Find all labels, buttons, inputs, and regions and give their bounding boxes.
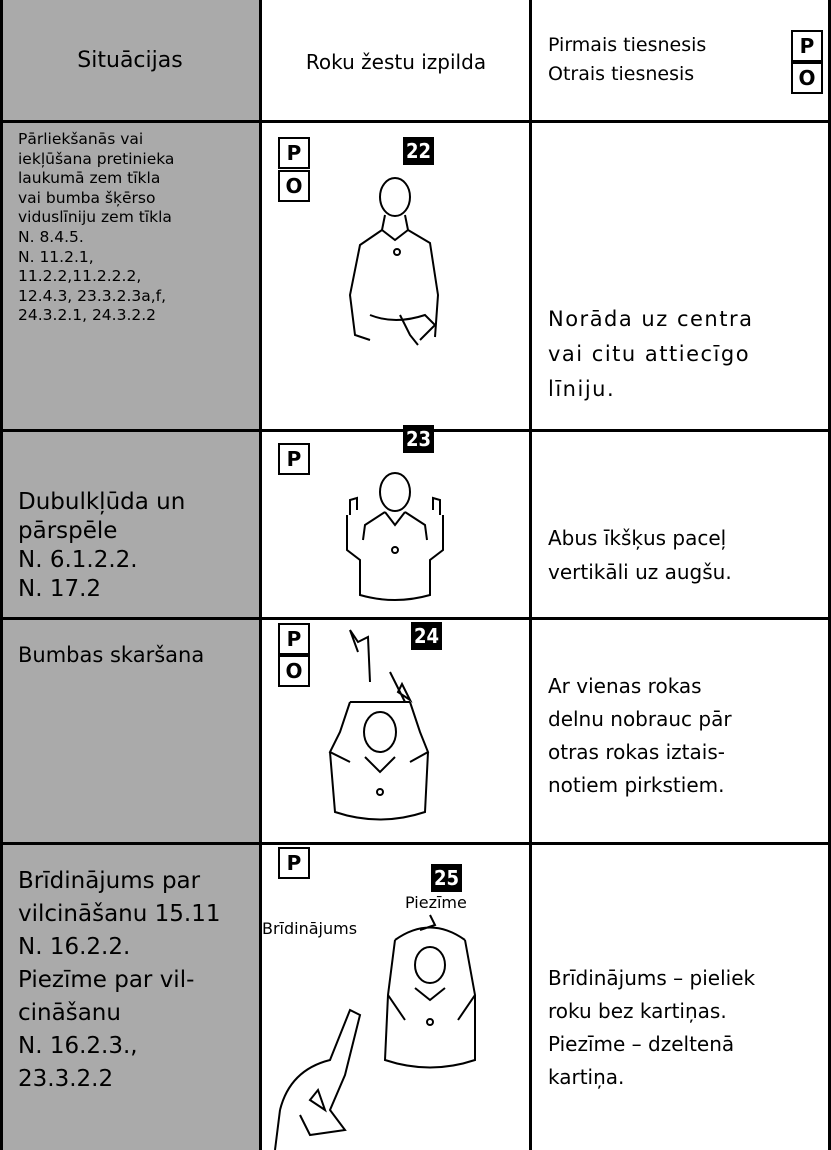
situation-column-bg bbox=[0, 0, 260, 1150]
referee-badge: O bbox=[791, 62, 823, 94]
text-line: N. 16.2.3., bbox=[18, 1033, 138, 1059]
row-rule bbox=[0, 842, 831, 845]
referee-badge: P bbox=[278, 443, 310, 475]
description-text: Norāda uz centra vai citu attiecīgo līniju… bbox=[548, 302, 806, 407]
column-rule bbox=[828, 0, 831, 1150]
gesture-number: 25 bbox=[431, 864, 463, 892]
referee-label: Pirmais tiesnesis bbox=[548, 34, 707, 56]
gesture-illustration bbox=[346, 472, 444, 601]
referee-badge: P bbox=[278, 847, 310, 879]
row-rule bbox=[0, 120, 831, 123]
text-line: 12.4.3, 23.3.2.3a,f, bbox=[18, 286, 167, 305]
text-line: Bumbas skaršana bbox=[18, 643, 205, 667]
text-line: Brīdinājums par bbox=[18, 868, 201, 894]
figure-label: Piezīme bbox=[405, 893, 467, 912]
referee-badge: P bbox=[278, 623, 310, 655]
text-line: N. 8.4.5. bbox=[18, 227, 84, 246]
text-line: viduslīniju zem tīkla bbox=[18, 208, 172, 227]
text-line: N. 6.1.2.2. bbox=[18, 547, 138, 573]
situation-text: Brīdinājums par vilcināšanu 15.11 N. 16.2.… bbox=[18, 865, 221, 1096]
gesture-number: 24 bbox=[411, 622, 443, 650]
text-line: pārspēle bbox=[18, 518, 118, 544]
text-line: vai bumba šķērso bbox=[18, 188, 156, 207]
text-line: Norāda uz centra bbox=[548, 307, 754, 331]
text-line: laukumā zem tīkla bbox=[18, 169, 161, 188]
referee-badge: P bbox=[791, 30, 823, 62]
situation-text: Bumbas skaršana bbox=[18, 640, 204, 670]
text-line: vertikāli uz augšu. bbox=[548, 560, 732, 584]
text-line: Dubulkļūda un bbox=[18, 489, 186, 515]
text-line: Ar vienas rokas bbox=[548, 674, 702, 698]
description-text: Brīdinājums – pieliek roku bez kartiņas. P… bbox=[548, 962, 755, 1094]
text-line: 11.2.2,11.2.2.2, bbox=[18, 267, 142, 286]
text-line: Pārliekšanās vai bbox=[18, 130, 144, 148]
column-rule bbox=[529, 0, 532, 1150]
gesture-illustration bbox=[348, 177, 440, 346]
figure-label: Brīdinājums bbox=[262, 919, 358, 938]
header-gesture: Roku žestu izpilda bbox=[305, 50, 487, 74]
gesture-number: 23 bbox=[403, 425, 435, 453]
text-line: roku bez kartiņas. bbox=[548, 999, 727, 1023]
text-line: kartiņa. bbox=[548, 1065, 625, 1089]
text-line: cināšanu bbox=[18, 1000, 121, 1026]
row-rule bbox=[0, 617, 831, 620]
text-line: Abus īkšķus paceļ bbox=[548, 526, 727, 550]
text-line: Piezīme – dzeltenā bbox=[548, 1032, 735, 1056]
referee-badge: P bbox=[278, 137, 310, 169]
header-situations: Situācijas bbox=[77, 48, 183, 73]
gesture-illustration bbox=[274, 914, 477, 1150]
text-line: iekļūšana pretinieka bbox=[18, 149, 175, 168]
text-line: Piezīme par vil- bbox=[18, 967, 195, 993]
description-text: Ar vienas rokas delnu nobrauc pār otras ro… bbox=[548, 670, 732, 802]
text-line: vilcināšanu 15.11 bbox=[18, 901, 221, 927]
description-text: Abus īkšķus paceļ vertikāli uz augšu. bbox=[548, 521, 732, 589]
text-line: 24.3.2.1, 24.3.2.2 bbox=[18, 306, 157, 325]
referee-badge: O bbox=[278, 655, 310, 687]
text-line: N. 16.2.2. bbox=[18, 934, 131, 960]
text-line: notiem pirkstiem. bbox=[548, 773, 725, 797]
text-line: delnu nobrauc pār bbox=[548, 707, 732, 731]
text-line: Brīdinājums – pieliek bbox=[548, 966, 756, 990]
text-line: līniju. bbox=[548, 377, 616, 401]
text-line: N. 11.2.1, bbox=[18, 247, 94, 266]
situation-text: Dubulkļūda un pārspēle N. 6.1.2.2. N. 17.2 bbox=[18, 488, 185, 604]
referee-label: Otrais tiesnesis bbox=[548, 63, 695, 85]
text-line: N. 17.2 bbox=[18, 576, 102, 602]
column-rule bbox=[0, 0, 3, 1150]
column-rule bbox=[259, 0, 262, 1150]
gesture-number: 22 bbox=[403, 137, 435, 165]
text-line: vai citu attiecīgo bbox=[548, 342, 751, 366]
situation-text: Pārliekšanās vai iekļūšana pretinieka lauk… bbox=[18, 130, 174, 326]
gesture-illustration bbox=[328, 629, 430, 821]
referee-badge: O bbox=[278, 170, 310, 202]
text-line: 23.3.2.2 bbox=[18, 1066, 114, 1092]
text-line: otras rokas iztais- bbox=[548, 740, 725, 764]
